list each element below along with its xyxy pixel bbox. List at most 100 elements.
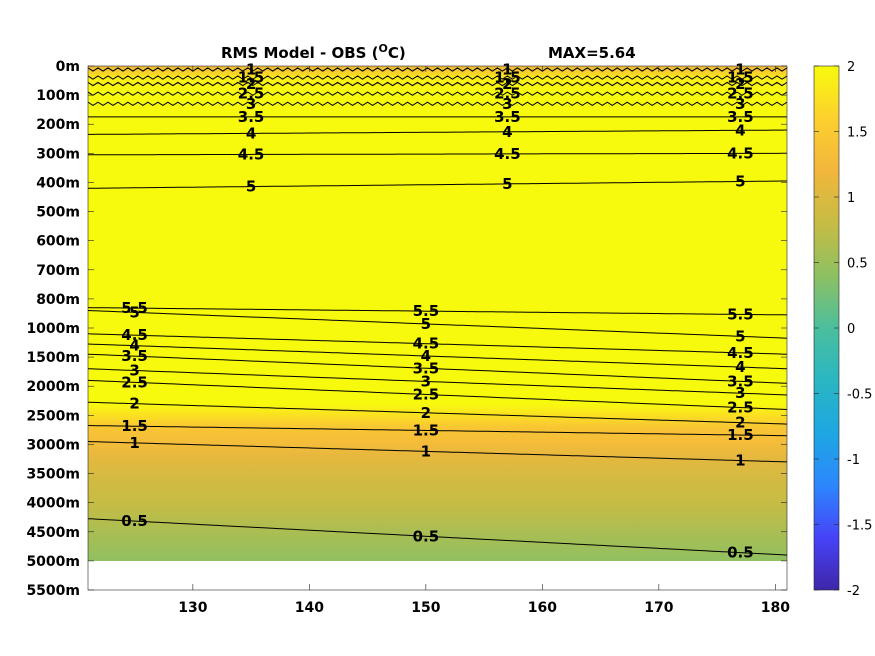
plot-area: 1 1 11.5 1.5 1.52 2 22.5 2.5 2.53 3 33.5 3.5 3.54 4 44… <box>87 61 788 591</box>
x-axis: 130 140 150 160 170 180 <box>178 66 790 616</box>
contour-label: 4 <box>246 124 256 142</box>
contour-label: 3.5 <box>727 108 754 126</box>
contour-line-15 <box>88 379 787 410</box>
contour-line-6 <box>88 129 787 135</box>
contour-label: 4 <box>735 358 745 376</box>
x-tick-label: 160 <box>528 600 557 616</box>
contour-label: 5 <box>735 327 745 345</box>
contour-line-3 <box>88 91 787 96</box>
y-tick-label: 800m <box>36 292 80 308</box>
contour-label: 4.5 <box>494 145 521 163</box>
contour-label: 2.5 <box>121 373 148 391</box>
contour-label: 4.5 <box>727 144 754 162</box>
contour-label: 1.5 <box>727 426 754 444</box>
y-tick-label: 4500m <box>26 525 80 541</box>
contour-line-18 <box>88 441 787 463</box>
contour-label: 4.5 <box>238 145 265 163</box>
x-tick-label: 150 <box>411 600 440 616</box>
contour-label: 4 <box>129 337 139 355</box>
contour-line-12 <box>88 343 787 370</box>
chart-max-label: MAX=5.64 <box>548 44 636 62</box>
contour-label: 2.5 <box>413 386 440 404</box>
y-tick-label: 2500m <box>26 408 80 424</box>
contour-label: 1 <box>735 452 745 470</box>
contour-line-0 <box>88 67 787 72</box>
contour-label: 3.5 <box>238 108 265 126</box>
contour-label: 2.5 <box>727 85 754 103</box>
y-tick-label: 600m <box>36 234 80 250</box>
contour-label: 5 <box>502 175 512 193</box>
contour-line-4 <box>88 101 787 106</box>
y-tick-label: 300m <box>36 146 80 162</box>
y-tick-label: 5000m <box>26 554 80 570</box>
contour-line-13 <box>88 353 787 384</box>
y-tick-label: 0m <box>56 59 80 75</box>
colorbar-tick-label: 0 <box>847 322 855 337</box>
contour-line-11 <box>88 333 787 355</box>
contour-label: 2 <box>246 75 256 93</box>
no-data-region <box>88 561 787 590</box>
contour-label: 0.5 <box>727 544 754 562</box>
y-tick-label: 3500m <box>26 467 80 483</box>
contour-label: 1 <box>246 61 256 79</box>
y-tick-label: 3000m <box>26 437 80 453</box>
colorbar-tick-label: -0.5 <box>847 388 872 403</box>
x-tick-label: 170 <box>644 600 673 616</box>
y-tick-label: 1500m <box>26 350 80 366</box>
contour-lines <box>88 67 787 556</box>
colorbar-tick-label: 0.5 <box>847 257 868 272</box>
contour-label: 1.5 <box>238 69 265 87</box>
y-tick-label: 4000m <box>26 496 80 512</box>
contour-label: 5 <box>129 303 139 321</box>
contour-label: 4.5 <box>121 326 148 344</box>
contour-label: 2 <box>735 414 745 432</box>
colorbar-tick-label: 1 <box>847 191 855 206</box>
contour-line-19 <box>88 518 787 556</box>
colorbar-tick-label: -1 <box>847 453 860 468</box>
contour-labels: 1 1 11.5 1.5 1.52 2 22.5 2.5 2.53 3 33.5 3.5 3.54 4 44… <box>121 61 753 562</box>
y-tick-label: 400m <box>36 175 80 191</box>
contour-label: 3.5 <box>727 372 754 390</box>
contour-label: 2 <box>735 75 745 93</box>
y-tick-label: 700m <box>36 263 80 279</box>
contour-label: 3 <box>502 95 512 113</box>
contour-line-1 <box>88 75 787 80</box>
contour-line-14 <box>88 368 787 396</box>
y-tick-label: 1000m <box>26 321 80 337</box>
contour-label: 1 <box>421 442 431 460</box>
y-tick-label: 5500m <box>26 583 80 599</box>
contour-label: 2.5 <box>727 399 754 417</box>
contour-label: 1 <box>735 61 745 79</box>
colorbar-tick-label: 1.5 <box>847 126 868 141</box>
contour-line-10 <box>88 310 787 339</box>
contour-label: 3 <box>735 384 745 402</box>
contour-label: 5 <box>421 315 431 333</box>
contour-label: 4 <box>421 347 431 365</box>
colorbar-tick-label: 2 <box>847 60 855 75</box>
contour-label: 3 <box>129 362 139 380</box>
contour-label: 4 <box>735 121 745 139</box>
y-tick-label: 500m <box>36 205 80 221</box>
contour-line-17 <box>88 425 787 437</box>
contour-label: 1.5 <box>494 69 521 87</box>
contour-label: 2 <box>421 404 431 422</box>
contour-label: 4 <box>502 123 512 141</box>
contour-line-9 <box>88 307 787 316</box>
colorbar-tick-label: -2 <box>847 584 860 599</box>
y-tick-label: 100m <box>36 88 80 104</box>
contour-label: 1 <box>129 434 139 452</box>
x-tick-label: 140 <box>295 600 324 616</box>
y-axis: 0m 100m 200m 300m 400m 500m 600m 700m 800m 1000m 1… <box>26 59 787 599</box>
contour-label: 1.5 <box>413 421 440 439</box>
contour-label: 5 <box>246 178 256 196</box>
x-tick-label: 130 <box>178 600 207 616</box>
contour-label: 4.5 <box>413 335 440 353</box>
contour-label: 5.5 <box>121 299 148 317</box>
contour-label: 5 <box>735 173 745 191</box>
contour-label: 1.5 <box>727 69 754 87</box>
colorbar: 2 1.5 1 0.5 0 -0.5 -1 -1.5 -2 <box>813 60 872 599</box>
contour-line-7 <box>88 152 787 156</box>
contour-label: 5.5 <box>727 305 754 323</box>
contour-label: 2 <box>502 75 512 93</box>
